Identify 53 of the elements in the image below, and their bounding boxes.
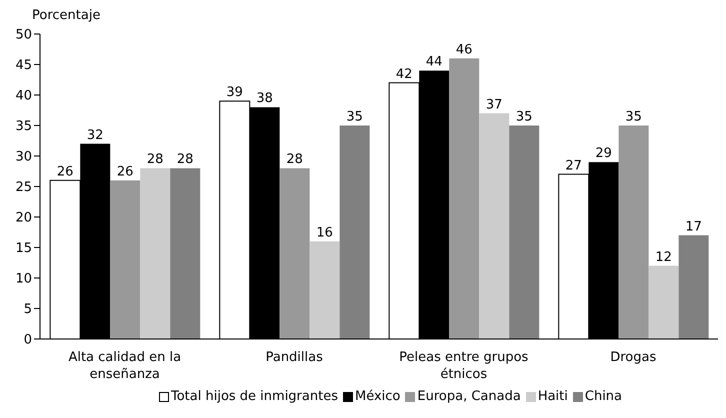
y-axis-title: Porcentaje (32, 8, 100, 23)
data-label: 26 (56, 164, 74, 180)
y-tick-label: 20 (15, 210, 32, 226)
x-tick-label: Drogas (610, 350, 656, 365)
data-label: 46 (456, 42, 472, 58)
data-label: 44 (426, 54, 442, 70)
data-label: 28 (286, 152, 303, 168)
y-tick-label: 25 (15, 180, 32, 196)
y-tick-label: 45 (15, 58, 32, 74)
y-tick-label: 50 (15, 28, 32, 43)
bar (479, 113, 510, 339)
data-label: 35 (625, 110, 642, 124)
bar (449, 58, 480, 339)
bar (170, 168, 200, 339)
legend-label: China (584, 389, 622, 404)
bar (509, 126, 540, 339)
y-tick-label: 0 (24, 332, 32, 348)
bar (340, 126, 370, 339)
data-label: 29 (595, 146, 612, 162)
data-label: 28 (146, 152, 164, 168)
bar (280, 168, 310, 339)
data-label: 38 (256, 91, 273, 106)
data-label: 35 (346, 110, 363, 124)
data-label: 17 (685, 219, 702, 234)
data-label: 27 (565, 158, 582, 174)
bar (618, 126, 649, 339)
data-label: 35 (516, 110, 532, 124)
y-tick-label: 5 (24, 302, 32, 318)
y-tick-label: 35 (15, 119, 32, 134)
bar (648, 266, 679, 339)
x-tick-label: Peleas entre grupos étnicos (399, 350, 529, 382)
bar (310, 241, 340, 339)
y-tick-label: 40 (15, 88, 32, 104)
data-label: 32 (86, 128, 104, 143)
data-label: 42 (396, 66, 412, 82)
data-label: 39 (226, 85, 243, 100)
legend-label: Total hijos de inmigrantes (170, 389, 338, 404)
x-tick-label: Pandillas (266, 350, 324, 365)
data-label: 37 (486, 97, 502, 112)
data-label: 12 (655, 250, 672, 265)
legend-label: Haiti (536, 389, 568, 404)
y-tick-label: 15 (15, 241, 32, 256)
data-label: 26 (116, 164, 134, 180)
y-tick-label: 30 (15, 150, 32, 165)
x-tick-label: Alta calidad en la enseñanza (68, 350, 182, 382)
bar (140, 168, 170, 339)
bar (110, 180, 140, 339)
legend-label: México (354, 389, 400, 404)
bar (678, 235, 709, 339)
data-label: 28 (176, 152, 194, 168)
data-label: 16 (316, 225, 333, 240)
y-tick-label: 10 (15, 272, 32, 287)
legend-label: Europa, Canada (416, 389, 521, 404)
